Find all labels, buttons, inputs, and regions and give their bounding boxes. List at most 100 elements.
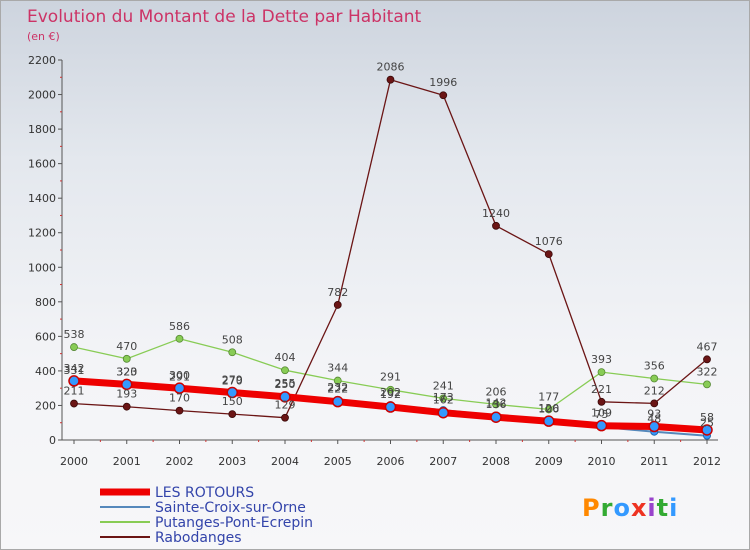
data-label: 1240 bbox=[482, 207, 510, 220]
x-tick-label: 2010 bbox=[588, 455, 616, 468]
x-tick-label: 2012 bbox=[693, 455, 721, 468]
data-label: 211 bbox=[64, 385, 85, 398]
data-point bbox=[281, 413, 289, 422]
data-label: 177 bbox=[538, 390, 559, 403]
data-label: 162 bbox=[433, 394, 454, 407]
data-point bbox=[597, 397, 606, 406]
data-label: 322 bbox=[697, 365, 718, 378]
data-label: 212 bbox=[644, 384, 665, 397]
x-tick-label: 2002 bbox=[166, 455, 194, 468]
y-tick-label: 2200 bbox=[28, 54, 56, 67]
data-label: 142 bbox=[486, 396, 507, 409]
data-label: 93 bbox=[647, 408, 661, 421]
y-tick-label: 400 bbox=[35, 365, 56, 378]
legend-label: Putanges-Pont-Ecrepin bbox=[155, 515, 313, 531]
brand-letter: t bbox=[657, 494, 669, 522]
data-label: 393 bbox=[591, 353, 612, 366]
x-tick-label: 2005 bbox=[324, 455, 352, 468]
axes: 0 200 400 600 800 1000 1200 1400 1600 1800 2000 220… bbox=[28, 54, 721, 468]
x-tick-label: 2011 bbox=[640, 455, 668, 468]
data-label: 467 bbox=[697, 340, 718, 353]
data-label: 193 bbox=[116, 388, 137, 401]
data-point bbox=[68, 375, 80, 387]
data-point bbox=[70, 399, 78, 408]
data-label: 250 bbox=[275, 378, 296, 391]
y-tick-label: 800 bbox=[35, 296, 56, 309]
data-label: 323 bbox=[116, 365, 137, 378]
data-label: 75 bbox=[595, 408, 609, 421]
data-label: 470 bbox=[116, 340, 137, 353]
data-point bbox=[279, 391, 291, 403]
data-label: 255 bbox=[275, 377, 296, 390]
data-point bbox=[122, 402, 131, 411]
data-label: 320 bbox=[116, 366, 137, 379]
brand-logo: Proxiti bbox=[582, 494, 678, 522]
y-tick-label: 200 bbox=[35, 399, 56, 412]
data-point bbox=[492, 221, 500, 230]
data-label: 291 bbox=[169, 371, 190, 384]
y-tick-label: 1800 bbox=[28, 123, 56, 136]
data-point bbox=[384, 401, 397, 413]
data-point bbox=[439, 91, 448, 100]
x-tick-label: 2000 bbox=[60, 455, 88, 468]
data-point bbox=[228, 348, 237, 357]
data-label: 120 bbox=[538, 402, 559, 415]
x-tick-label: 2006 bbox=[377, 455, 405, 468]
x-tick-label: 2003 bbox=[218, 455, 246, 468]
x-tick-label: 2008 bbox=[482, 455, 510, 468]
data-label: 206 bbox=[486, 385, 507, 398]
brand-letter: o bbox=[613, 494, 631, 522]
data-point bbox=[228, 410, 237, 418]
data-label: 279 bbox=[222, 374, 243, 387]
series-line bbox=[73, 79, 708, 419]
data-label: 1076 bbox=[535, 235, 563, 248]
data-point bbox=[333, 301, 342, 309]
data-label: 342 bbox=[64, 362, 85, 375]
data-point bbox=[543, 415, 555, 427]
data-label: 232 bbox=[327, 381, 348, 394]
data-point bbox=[122, 354, 131, 363]
data-label: 202 bbox=[380, 386, 401, 399]
data-point bbox=[173, 382, 186, 394]
legend: LES ROTOURSSainte-Croix-sur-OrnePutanges… bbox=[100, 485, 313, 546]
data-point bbox=[437, 406, 449, 419]
data-point bbox=[386, 385, 395, 394]
data-point bbox=[595, 419, 608, 432]
brand-letter: i bbox=[669, 494, 678, 522]
y-tick-label: 1000 bbox=[28, 261, 56, 274]
y-tick-label: 1600 bbox=[28, 158, 56, 171]
data-label: 25 bbox=[700, 417, 714, 430]
data-point bbox=[332, 395, 344, 408]
data-label: 508 bbox=[222, 333, 243, 346]
data-point bbox=[226, 386, 238, 399]
data-label: 136 bbox=[486, 398, 507, 411]
y-tick-label: 0 bbox=[49, 434, 56, 447]
data-point bbox=[544, 250, 553, 259]
data-point bbox=[544, 405, 553, 414]
y-tick-label: 1400 bbox=[28, 192, 56, 205]
data-label: 2086 bbox=[377, 61, 405, 74]
data-label: 538 bbox=[64, 328, 85, 341]
legend-label: Rabodanges bbox=[155, 530, 242, 546]
data-label: 586 bbox=[169, 320, 190, 333]
y-tick-label: 2000 bbox=[28, 89, 56, 102]
data-point bbox=[70, 343, 78, 351]
brand-letter: i bbox=[647, 494, 656, 522]
chart-title: Evolution du Montant de la Dette par Hab… bbox=[27, 7, 422, 27]
data-point bbox=[703, 355, 711, 364]
data-point bbox=[492, 400, 500, 409]
x-tick-label: 2001 bbox=[113, 455, 141, 468]
data-point bbox=[333, 376, 342, 385]
data-label: 192 bbox=[380, 388, 401, 401]
data-label: 170 bbox=[169, 392, 190, 405]
x-tick-label: 2007 bbox=[429, 455, 457, 468]
data-label: 270 bbox=[222, 374, 243, 387]
brand-letter: x bbox=[631, 494, 647, 522]
data-label: 129 bbox=[275, 399, 296, 412]
x-tick-label: 2009 bbox=[535, 455, 563, 468]
x-tick-label: 2004 bbox=[271, 455, 299, 468]
data-label: 48 bbox=[647, 413, 661, 426]
data-label: 300 bbox=[169, 369, 190, 382]
